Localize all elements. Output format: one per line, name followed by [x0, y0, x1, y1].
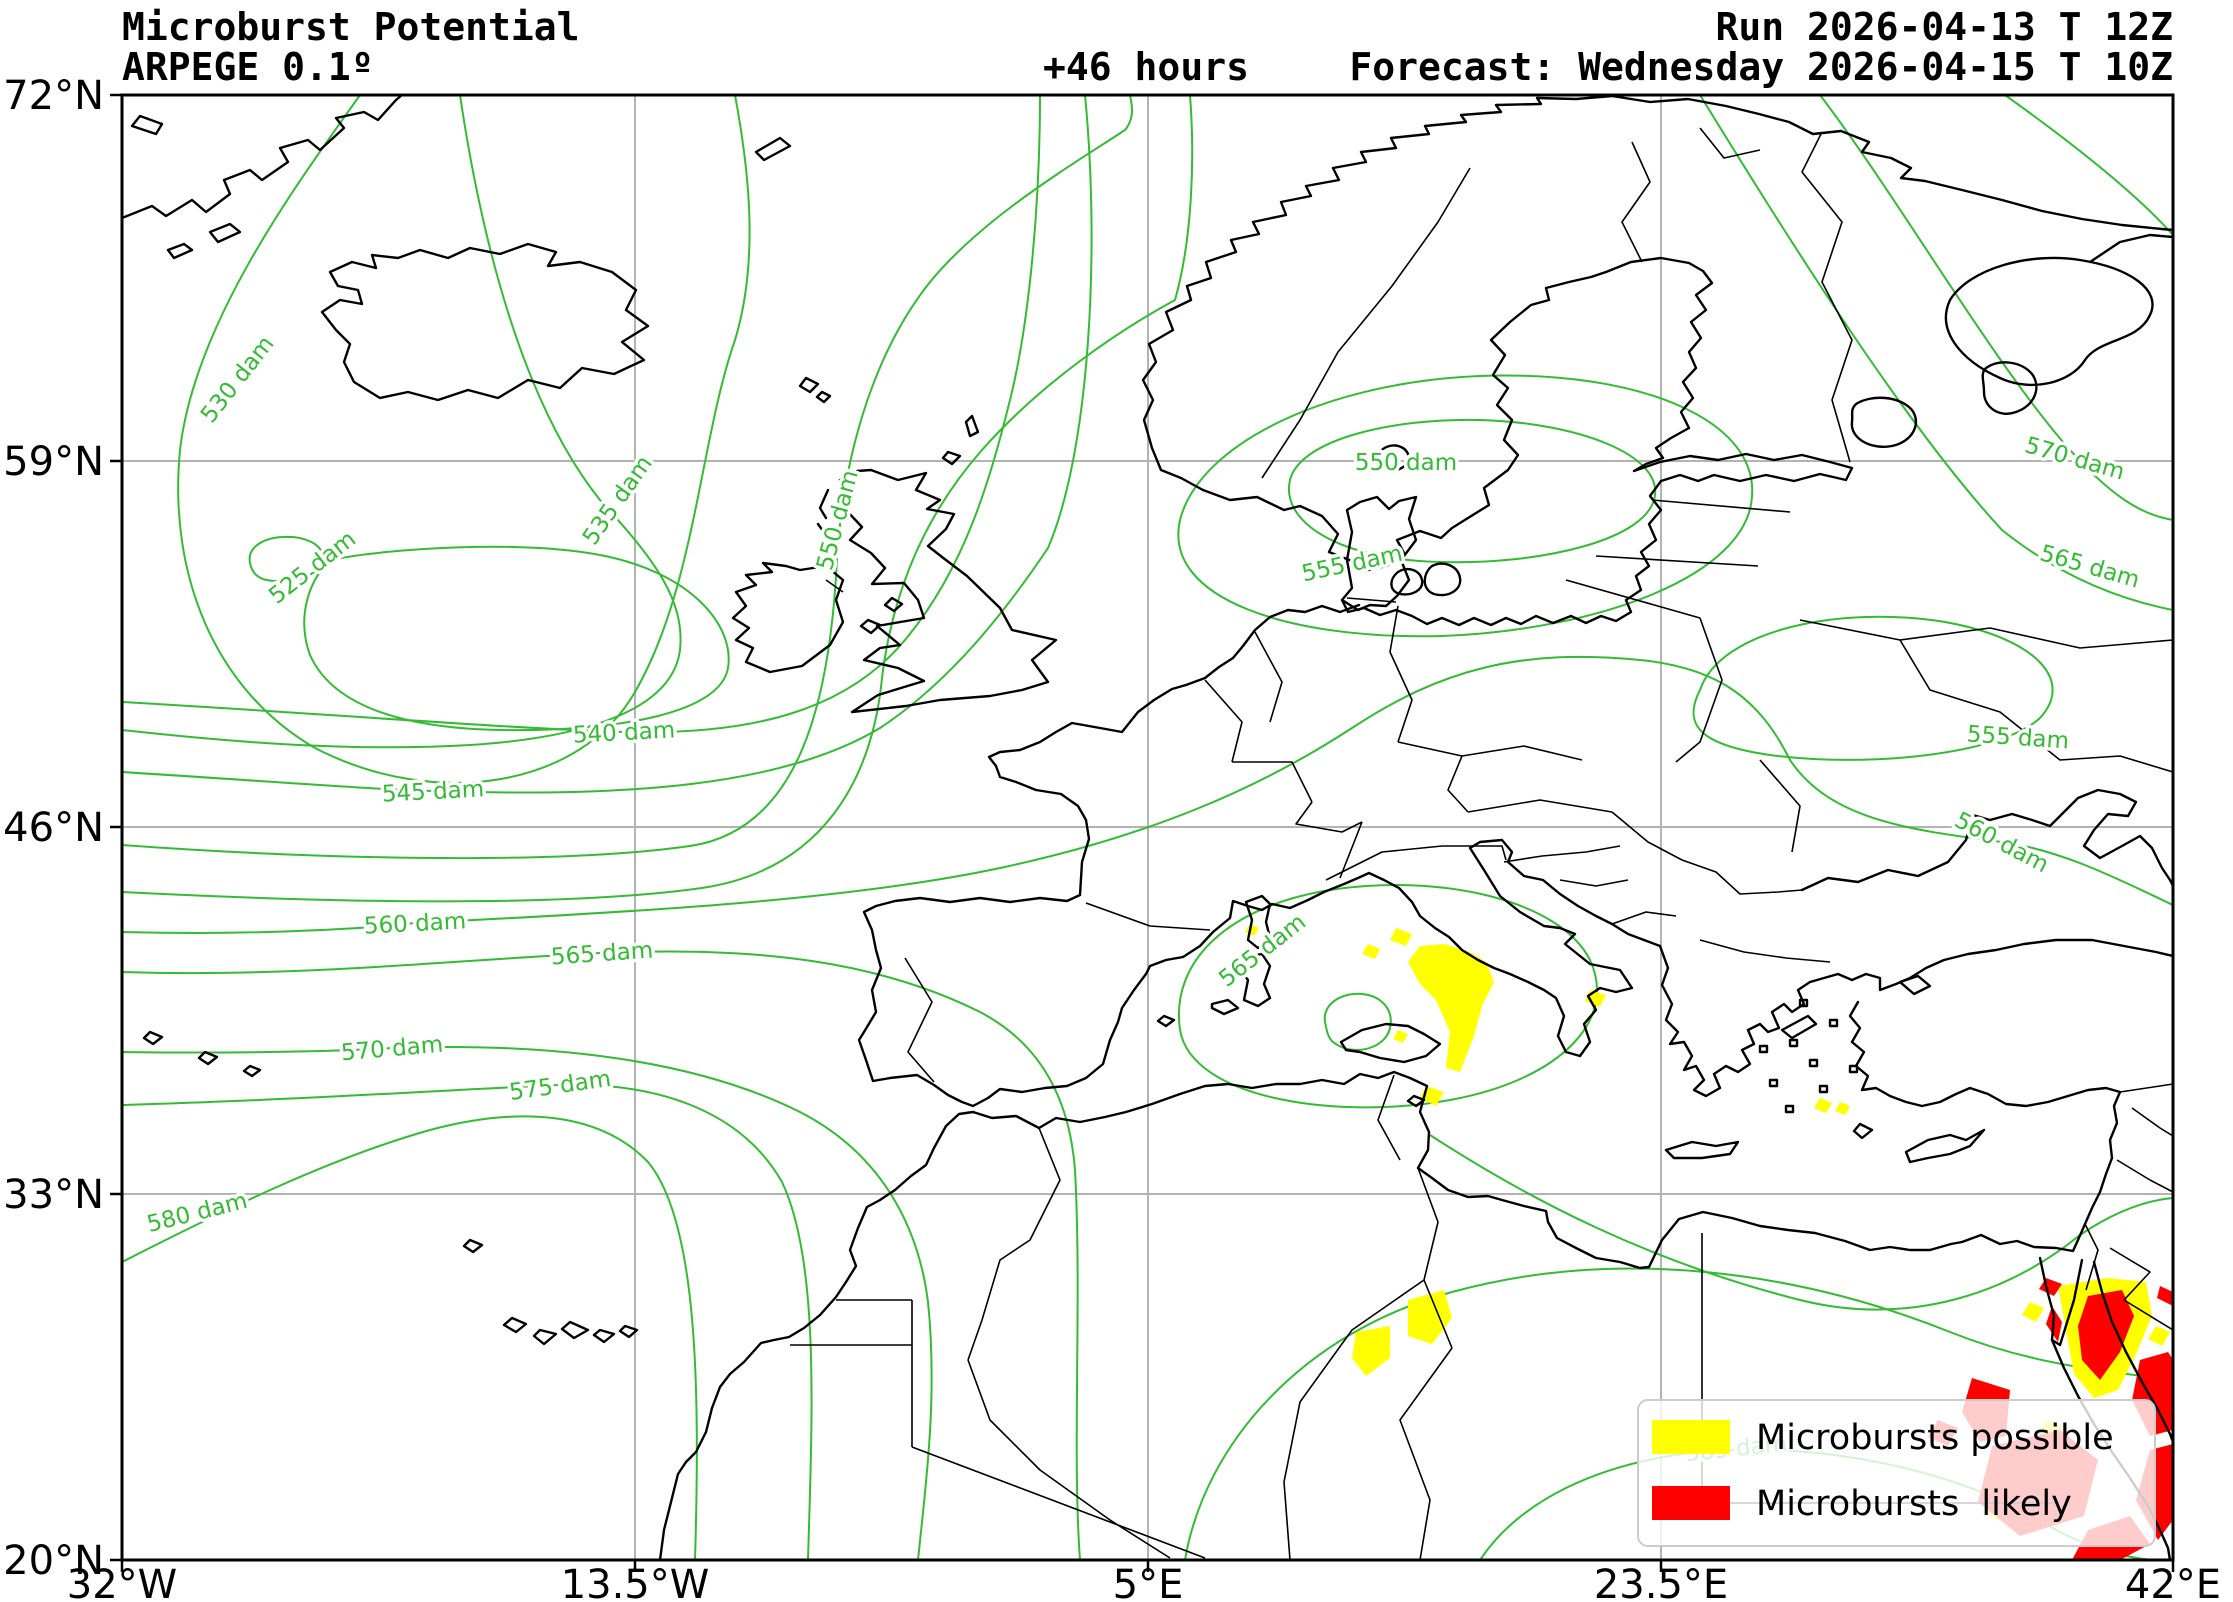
contour-value-label: 540 dam — [572, 717, 676, 748]
lat-tick-label: 20°N — [3, 1538, 104, 1584]
contour-value-label: 535 dam — [578, 451, 658, 550]
lat-tick-label: 33°N — [3, 1172, 104, 1218]
coastlines — [122, 95, 2173, 1560]
lat-axis-labels: 72°N 59°N 46°N 33°N 20°N — [3, 73, 104, 1584]
lon-tick-label: 5°E — [1113, 1562, 1184, 1602]
geopotential-contour-lines — [122, 95, 2173, 1560]
contour-value-label: 570 dam — [2022, 432, 2128, 485]
run-timestamp: Run 2026-04-13 T 12Z — [1715, 5, 2173, 49]
contour-value-label: 560 dam — [363, 908, 467, 939]
lat-tick-label: 72°N — [3, 73, 104, 119]
contour-value-label: 565 dam — [2037, 540, 2143, 593]
lon-tick-label: 42°E — [2125, 1562, 2221, 1602]
contour-value-label: 565 dam — [550, 937, 654, 970]
contour-value-label: 580 dam — [144, 1188, 250, 1238]
lon-tick-label: 23.5°E — [1594, 1562, 1728, 1602]
lon-tick-label: 32°W — [67, 1562, 177, 1602]
legend-item-label: Microbursts likely — [1756, 1484, 2072, 1524]
lat-tick-label: 59°N — [3, 439, 104, 485]
contour-value-label: 570 dam — [340, 1032, 444, 1067]
axis-ticks — [110, 93, 2175, 1572]
legend-swatch-possible — [1652, 1420, 1730, 1454]
contour-value-label: 555 dam — [1966, 721, 2070, 754]
contour-value-label: 565 dam — [1214, 909, 1311, 992]
lon-axis-labels: 32°W 13.5°W 5°E 23.5°E 42°E — [67, 1562, 2221, 1602]
lat-tick-label: 46°N — [3, 805, 104, 851]
legend: Microbursts possible Microbursts likely — [1637, 1399, 2156, 1547]
model-label: ARPEGE 0.1º — [122, 45, 374, 89]
lead-time-label: +46 hours — [1043, 45, 1249, 89]
contour-value-label: 575 dam — [508, 1066, 613, 1106]
legend-item-label: Microbursts possible — [1756, 1418, 2114, 1458]
contour-value-label: 545 dam — [381, 776, 485, 807]
contour-value-label: 550 dam — [1355, 450, 1457, 476]
page-title: Microburst Potential — [122, 5, 580, 49]
legend-swatch-likely — [1652, 1486, 1730, 1520]
contour-value-label: 525 dam — [264, 526, 361, 609]
lon-tick-label: 13.5°W — [561, 1562, 710, 1602]
legend-box — [1637, 1399, 2156, 1547]
forecast-timestamp: Forecast: Wednesday 2026-04-15 T 10Z — [1349, 45, 2173, 89]
country-borders — [790, 127, 2173, 1560]
